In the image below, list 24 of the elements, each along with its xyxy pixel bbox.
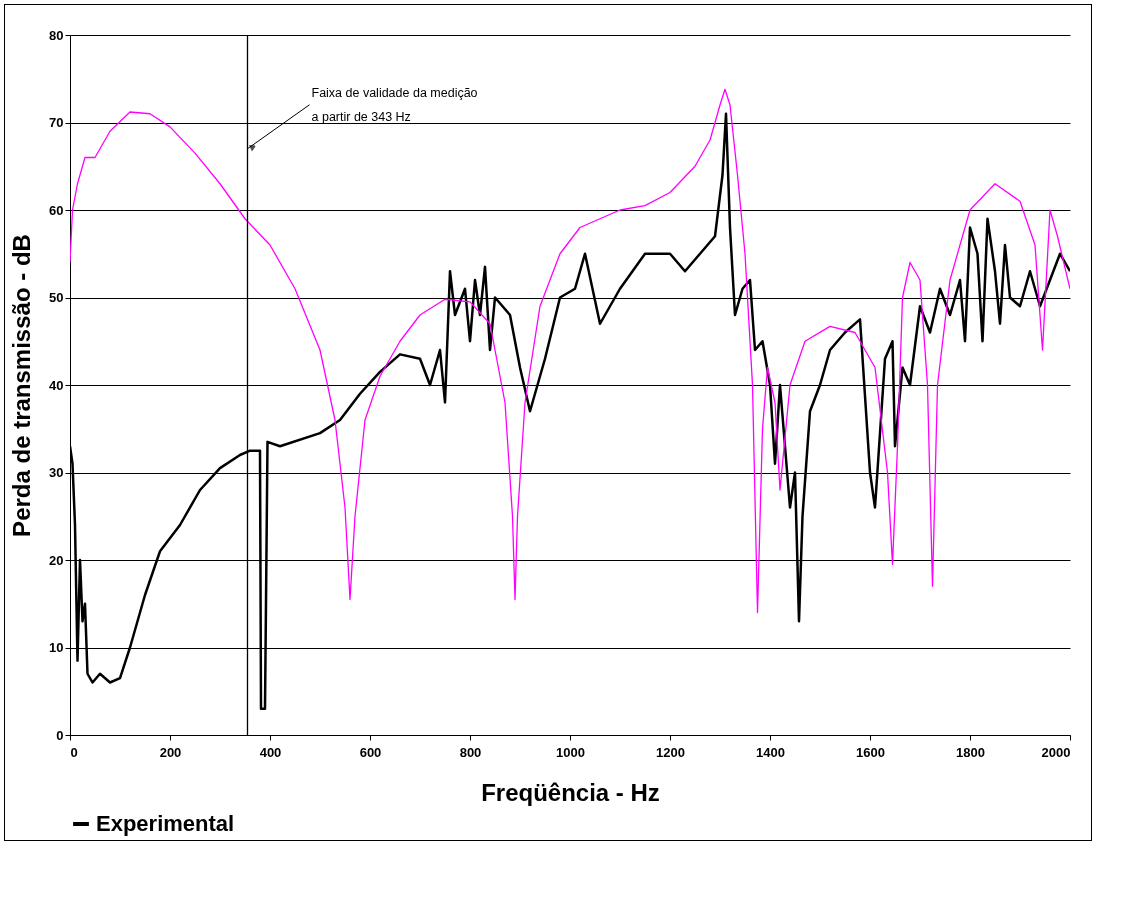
x-tick-label: 800 (459, 744, 482, 760)
y-tick-label: 50 (49, 290, 64, 305)
y-tick-label: 40 (49, 377, 64, 393)
y-tick-label: 30 (49, 465, 64, 480)
y-tick-label: 20 (49, 552, 64, 568)
x-tick-label: 1200 (656, 744, 685, 760)
y-tick-label: 80 (49, 27, 64, 43)
annotation: Faixa de validade da medição a partir de 343 Hz (311, 85, 478, 124)
x-tick-label: 2000 (1041, 744, 1071, 760)
legend-label: Experimental (96, 811, 235, 836)
x-tick-label: 1000 (556, 744, 585, 760)
x-tick-label: 1800 (956, 744, 985, 760)
y-tick-label: 0 (56, 727, 64, 743)
x-tick-label: 200 (159, 744, 182, 760)
x-tick-label: 0 (70, 744, 78, 760)
y-tick-label: 70 (49, 115, 64, 130)
x-tick-label: 1400 (756, 744, 785, 760)
y-tick-label: 60 (49, 202, 64, 218)
x-tick-label: 600 (359, 744, 382, 760)
x-tick-label: 1600 (856, 744, 885, 760)
x-tick-label: 400 (259, 744, 282, 760)
y-axis-title: Perda de transmissão - dB (8, 234, 36, 537)
y-tick-label: 10 (49, 640, 64, 655)
x-axis-title: Freqüência - Hz (481, 778, 660, 806)
